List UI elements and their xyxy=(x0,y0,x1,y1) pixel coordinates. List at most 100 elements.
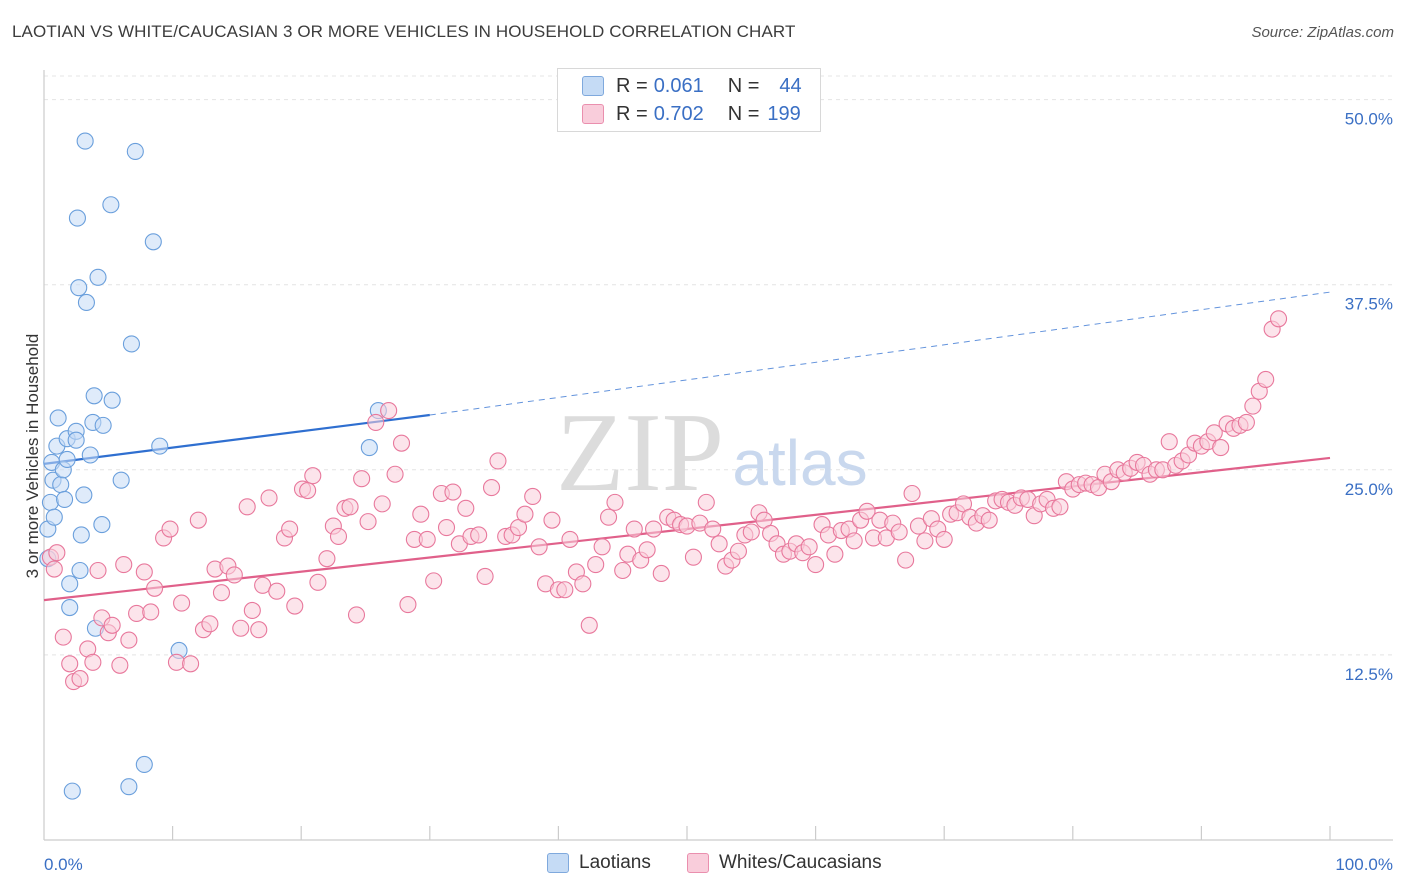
white-point xyxy=(304,467,322,485)
legend-item-whites: Whites/Caucasians xyxy=(687,852,882,874)
white-point xyxy=(359,513,377,531)
legend-r-label: R = xyxy=(616,74,648,97)
white-point xyxy=(1237,413,1255,431)
white-point xyxy=(470,526,488,544)
white-point xyxy=(710,535,728,553)
white-point xyxy=(897,551,915,569)
white-point xyxy=(341,498,359,516)
legend-swatch-blue xyxy=(547,853,569,873)
white-point xyxy=(593,538,611,556)
white-point xyxy=(807,556,825,574)
white-point xyxy=(380,402,398,420)
white-point xyxy=(580,616,598,634)
tick-labels: 12.5% 25.0% 37.5% 50.0% 0.0% 100.0% xyxy=(44,110,1393,874)
white-point xyxy=(250,621,268,639)
laotian-point xyxy=(76,132,94,150)
laotian-point xyxy=(120,778,138,796)
white-point xyxy=(606,493,624,511)
laotian-point xyxy=(85,387,103,405)
white-point xyxy=(645,520,663,538)
white-point xyxy=(135,563,153,581)
laotian-point xyxy=(68,209,86,227)
white-point xyxy=(543,511,561,529)
white-point xyxy=(561,530,579,548)
laotian-trend-extension xyxy=(429,291,1331,416)
laotian-point xyxy=(45,508,63,526)
white-point xyxy=(111,656,129,674)
laotian-point xyxy=(126,142,144,160)
white-point xyxy=(980,511,998,529)
laotian-point xyxy=(75,486,93,504)
white-point xyxy=(189,511,207,529)
white-point xyxy=(742,523,760,541)
x-tick-label: 100.0% xyxy=(1335,855,1393,874)
white-point xyxy=(903,484,921,503)
white-point xyxy=(84,653,102,671)
white-point xyxy=(201,615,219,633)
white-point xyxy=(600,508,618,526)
laotian-point xyxy=(70,279,88,297)
white-point xyxy=(1160,433,1178,451)
legend-r-value: 0.702 xyxy=(653,102,704,125)
laotian-point xyxy=(63,782,81,800)
axes xyxy=(43,70,1393,841)
white-point xyxy=(146,579,164,597)
legend-n-value: 44 xyxy=(779,74,802,97)
laotian-point xyxy=(41,493,59,511)
legend-item-laotians: Laotians xyxy=(547,852,651,874)
white-point xyxy=(286,597,304,615)
white-point xyxy=(173,594,191,612)
white-point xyxy=(826,545,844,563)
white-point xyxy=(516,505,534,523)
y-tick-label: 50.0% xyxy=(1345,110,1393,129)
laotian-point xyxy=(71,561,89,580)
white-point xyxy=(444,483,462,501)
laotian-point xyxy=(151,437,169,455)
laotian-point xyxy=(49,409,67,427)
legend-r-value: 0.061 xyxy=(653,74,704,97)
white-point xyxy=(614,561,632,580)
y-tick-label: 12.5% xyxy=(1345,665,1393,684)
legend-n-label: N = xyxy=(727,102,760,125)
white-point xyxy=(103,616,121,634)
laotian-point xyxy=(61,575,79,593)
stats-legend: R = 0.061 N = 44 R = 0.702 N = 199 xyxy=(557,68,821,132)
legend-row-whites: R = 0.702 N = 199 xyxy=(582,102,801,126)
white-point xyxy=(161,520,179,538)
legend-label-whites: Whites/Caucasians xyxy=(719,852,882,873)
white-point xyxy=(373,495,391,513)
white-point xyxy=(238,498,256,516)
white-point xyxy=(386,465,404,483)
laotian-point xyxy=(77,293,95,312)
laotian-point xyxy=(135,755,153,774)
watermark-atlas: atlas xyxy=(732,427,867,499)
white-point xyxy=(916,532,934,550)
white-point xyxy=(48,544,66,562)
white-point xyxy=(353,470,371,488)
white-point xyxy=(858,502,876,520)
white-point xyxy=(182,655,200,673)
white-point xyxy=(347,606,366,624)
white-point xyxy=(225,566,243,584)
white-point xyxy=(268,582,286,600)
data-points xyxy=(39,132,1288,800)
white-point xyxy=(281,520,299,538)
y-tick-label: 25.0% xyxy=(1345,480,1393,499)
laotian-trend-line xyxy=(43,413,430,465)
white-point xyxy=(1270,310,1288,328)
laotian-point xyxy=(144,233,162,251)
white-point xyxy=(318,550,336,568)
white-point xyxy=(89,561,107,580)
watermark: ZIP atlas xyxy=(556,391,868,515)
white-point xyxy=(574,575,592,593)
white-point xyxy=(935,530,953,548)
white-point xyxy=(684,548,702,566)
white-point xyxy=(54,628,72,646)
white-point xyxy=(800,538,818,556)
white-point xyxy=(120,631,138,649)
white-point xyxy=(845,532,863,550)
legend-n-value: 199 xyxy=(767,102,801,125)
white-point xyxy=(254,576,272,594)
white-point xyxy=(128,604,146,622)
